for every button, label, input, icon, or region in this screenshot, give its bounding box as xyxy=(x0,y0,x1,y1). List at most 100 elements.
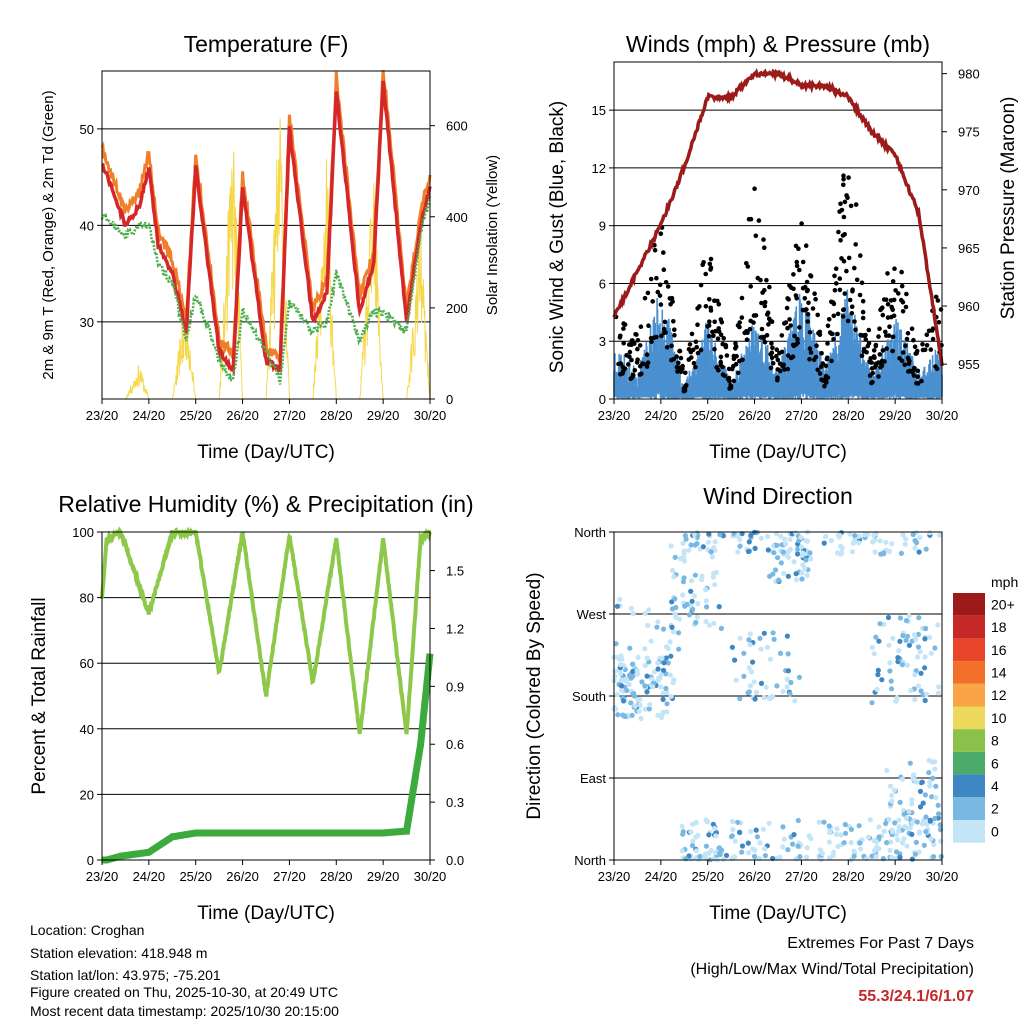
direction-point xyxy=(803,854,810,860)
direction-point xyxy=(864,856,870,862)
gust-point xyxy=(687,342,693,347)
gust-point xyxy=(903,304,909,310)
gust-point xyxy=(842,199,848,205)
direction-point xyxy=(923,625,929,632)
direction-point xyxy=(875,667,881,673)
colorbar-swatch xyxy=(953,638,985,662)
gust-point xyxy=(782,367,787,372)
info-recent: Most recent data timestamp: 2025/10/30 2… xyxy=(30,1003,339,1019)
direction-point xyxy=(889,829,896,835)
direction-point xyxy=(858,846,864,852)
gust-point xyxy=(774,347,780,353)
direction-point xyxy=(903,536,909,542)
direction-point xyxy=(871,651,877,657)
direction-point xyxy=(614,603,621,609)
direction-point xyxy=(745,548,752,555)
direction-point xyxy=(798,534,804,541)
direction-point xyxy=(754,689,760,696)
gust-point xyxy=(853,242,858,247)
gust-point xyxy=(785,296,790,301)
gust-point xyxy=(627,342,632,347)
direction-point xyxy=(804,538,811,544)
direction-point xyxy=(741,650,747,656)
direction-point xyxy=(737,635,743,641)
direction-point xyxy=(827,827,833,833)
extremes-title: Extremes For Past 7 Days xyxy=(787,935,974,952)
info-elevation: Station elevation: 418.948 m xyxy=(30,945,208,961)
temperature-plot-frame xyxy=(101,70,431,400)
direction-point xyxy=(821,540,827,546)
gust-point xyxy=(879,358,885,364)
gust-point xyxy=(762,339,768,345)
direction-point xyxy=(630,661,636,667)
direction-point xyxy=(902,824,908,830)
gust-point xyxy=(839,256,844,261)
direction-xtick-label: 24/20 xyxy=(645,869,678,884)
gust-point xyxy=(759,326,765,332)
direction-point xyxy=(927,530,933,536)
colorbar-label: 0 xyxy=(991,823,999,839)
gust-point xyxy=(648,276,654,282)
direction-point xyxy=(694,614,701,620)
direction-point xyxy=(843,830,849,836)
winds-ytick-label-left: 12 xyxy=(592,161,606,176)
direction-point xyxy=(750,659,756,665)
gust-point xyxy=(645,360,651,366)
direction-point xyxy=(780,549,787,555)
winds-xtick-label: 25/20 xyxy=(691,408,724,423)
direction-point xyxy=(710,574,717,580)
direction-point xyxy=(690,606,696,613)
gust-point xyxy=(677,348,683,354)
gust-point xyxy=(838,201,843,207)
gust-point xyxy=(693,339,699,345)
direction-point xyxy=(771,636,777,643)
gust-point xyxy=(731,363,736,369)
direction-point xyxy=(915,631,922,638)
gust-point xyxy=(669,343,674,349)
direction-point xyxy=(901,807,907,814)
direction-point xyxy=(909,856,916,862)
gust-point xyxy=(819,364,824,369)
gust-point xyxy=(774,353,779,359)
direction-point xyxy=(668,543,674,549)
direction-point xyxy=(869,700,875,706)
direction-point xyxy=(626,681,632,688)
direction-point xyxy=(826,823,832,829)
direction-point xyxy=(916,615,922,621)
colorbar-swatch xyxy=(953,729,985,752)
humidity-ytick-label-right: 0.9 xyxy=(446,679,464,694)
gust-point xyxy=(871,348,877,353)
gust-point xyxy=(649,339,654,345)
direction-point xyxy=(819,850,826,857)
gust-point xyxy=(635,357,640,363)
direction-point xyxy=(896,824,902,830)
direction-point xyxy=(807,550,813,556)
direction-point xyxy=(749,669,755,675)
gust-point xyxy=(924,343,930,348)
direction-point xyxy=(672,554,678,560)
direction-point xyxy=(787,536,793,543)
direction-point xyxy=(716,845,723,851)
humidity-ytick-label-left: 40 xyxy=(80,722,94,737)
direction-ytick-label-left: North xyxy=(574,525,606,540)
direction-point xyxy=(764,533,771,540)
direction-point xyxy=(841,840,847,846)
direction-point xyxy=(682,603,688,609)
gust-point xyxy=(852,265,857,271)
humidity-title: Relative Humidity (%) & Precipitation (i… xyxy=(58,491,473,517)
gust-point xyxy=(853,327,858,333)
gust-point xyxy=(844,268,849,274)
direction-point xyxy=(900,532,906,538)
gust-point xyxy=(842,291,848,296)
gust-point xyxy=(766,316,772,322)
direction-point xyxy=(645,622,651,629)
direction-point xyxy=(664,701,670,707)
gust-point xyxy=(914,350,919,356)
direction-point xyxy=(706,832,712,838)
direction-point xyxy=(733,677,739,683)
direction-point xyxy=(635,654,641,661)
direction-point xyxy=(761,695,767,701)
direction-point xyxy=(869,644,875,651)
gust-point xyxy=(707,297,712,302)
direction-point xyxy=(777,650,784,657)
